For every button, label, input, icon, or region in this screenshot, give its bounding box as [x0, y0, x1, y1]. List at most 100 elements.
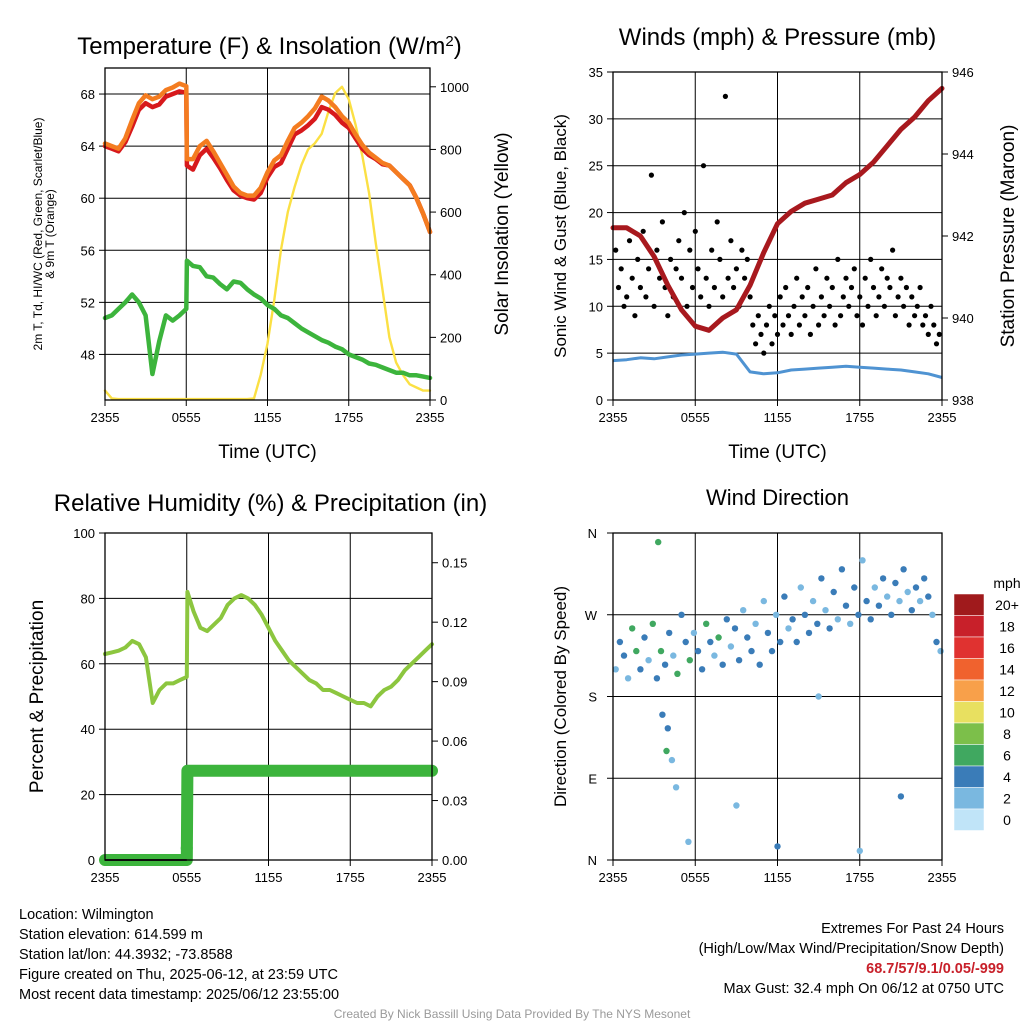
panel2-gust-point [629, 275, 635, 281]
legend-swatch [953, 787, 985, 810]
panel4-x-tick-label: 2355 [599, 870, 628, 885]
panel2-gust-point [646, 266, 652, 272]
panel4-direction-point [892, 579, 899, 587]
panel4-direction-point [805, 629, 813, 637]
panel2-gust-point [640, 228, 646, 234]
panel2-gust-point [668, 256, 674, 262]
panel4-y-tick-label: W [585, 608, 598, 623]
panel2-gust-point [731, 284, 737, 291]
panel4-direction-point [856, 847, 863, 855]
recent-data-text: Most recent data timestamp: 2025/06/12 2… [19, 987, 340, 1003]
panel4-direction-point [670, 652, 677, 659]
panel1-right-tick-label: 0 [440, 393, 447, 408]
panel2-right-tick-label: 944 [952, 147, 974, 162]
panel2-gust-point [857, 294, 863, 300]
panel4-direction-point [801, 611, 809, 618]
panel4-x-tick-label: 1155 [764, 870, 792, 885]
panel4-y-tick-label: E [588, 771, 597, 786]
panel1-ylabel-left: 2m T, Td, HI/WC (Red, Green, Scarlet/Blu… [31, 118, 45, 351]
panel4-direction-point [772, 611, 780, 618]
panel1-series-1-line [102, 81, 433, 235]
panel2-gust-point [698, 294, 704, 300]
legend-label: 20+ [995, 597, 1019, 613]
panel4-direction-point [822, 607, 829, 614]
legend-label: 0 [1003, 812, 1011, 828]
panel1-x-tick-label: 0555 [172, 410, 201, 425]
panel4-direction-point [921, 575, 928, 582]
panel4-direction-point [624, 675, 632, 682]
panel4-direction-point [871, 584, 878, 591]
panel2-gust-point [890, 247, 896, 253]
panel2-x-tick-label: 2355 [599, 410, 628, 425]
panel2-gust-point [711, 284, 718, 291]
panel2-gust-point [665, 313, 671, 319]
panel3-x-tick-label: 1155 [255, 870, 283, 885]
panel4-direction-point [649, 620, 656, 627]
panel2-gust-point [659, 219, 666, 225]
panel1-right-tick-label: 200 [440, 330, 462, 345]
panel2-y-tick-label: 30 [589, 112, 603, 127]
panel2-right-tick-label: 940 [952, 311, 974, 326]
panel4-direction-point [879, 575, 887, 582]
panel2-gust-point [873, 313, 879, 319]
panel2-gust-point [807, 331, 814, 337]
panel4-direction-point [735, 657, 743, 664]
panel2-gust-point [931, 322, 937, 328]
panel4-direction-point [686, 657, 693, 664]
legend-label: 14 [999, 662, 1015, 678]
panel4-direction-point [672, 784, 680, 791]
legend-label: 10 [999, 705, 1015, 721]
panel4-direction-point [723, 616, 730, 623]
panel2-gust-point [846, 303, 852, 309]
panel4-direction-point [826, 625, 833, 632]
panel2-gust-point [829, 284, 835, 291]
panel2-gust-point [692, 228, 698, 234]
panel2-gust-point [884, 275, 890, 281]
panel2-gust-point [912, 313, 918, 319]
panel2-gust-point [840, 294, 846, 300]
panel4-direction-point [616, 638, 624, 646]
panel2-right-tick-label: 946 [952, 65, 974, 80]
panel4-direction-point [664, 725, 671, 732]
panel2-gust-point [914, 303, 920, 309]
panel2-gust-point [909, 294, 915, 300]
extremes-panel: Extremes For Past 24 Hours (High/Low/Max… [699, 919, 1004, 999]
panel2-gust-point [788, 331, 794, 337]
legend-title: mph [993, 575, 1020, 591]
panel1-series-3-line [103, 85, 432, 401]
panel1-title: Temperature (F) & Insolation (W/m2) [77, 33, 461, 61]
panel2-gust-point [632, 313, 638, 319]
panel4-direction-point [659, 711, 666, 718]
panel2-right-tick-label: 938 [952, 393, 974, 408]
panel2-gust-point [920, 322, 926, 328]
panel3-y-tick-label: 40 [81, 722, 95, 737]
panel4-direction-point [731, 625, 739, 632]
panel3-x-tick-label: 0555 [172, 870, 201, 885]
panel4-direction-point [925, 593, 932, 600]
panel1-y-tick-label: 48 [81, 347, 95, 362]
panel3-right-tick-label: 0.15 [442, 556, 467, 571]
panel4-direction-point [818, 575, 825, 582]
panel2-gust-point [802, 313, 808, 319]
panel2-gust-point [689, 284, 696, 291]
panel2-gust-point [851, 266, 857, 272]
panel3-rh-line [103, 589, 434, 709]
legend-label: 2 [1003, 791, 1011, 807]
panel3-right-tick-label: 0.12 [442, 615, 467, 630]
panel2-gust-point [936, 331, 942, 337]
panel2-y-tick-label: 0 [596, 393, 603, 408]
panel4-direction-point [851, 584, 858, 591]
panel4-direction-point [793, 638, 800, 646]
panel3-right-tick-label: 0.06 [442, 734, 467, 749]
panel2-gust-point [879, 266, 885, 272]
panel2-gust-point [887, 284, 893, 291]
panel2-gust-point [643, 294, 649, 300]
panel4-direction-point [929, 611, 936, 618]
panel2-gust-point [750, 322, 756, 328]
panel2-gust-point [651, 303, 657, 309]
panel3-y-tick-label: 60 [81, 657, 95, 672]
panel1-right-tick-label: 800 [440, 142, 462, 157]
panel4-direction-point [842, 602, 850, 609]
panel2-gust-point [624, 294, 630, 300]
